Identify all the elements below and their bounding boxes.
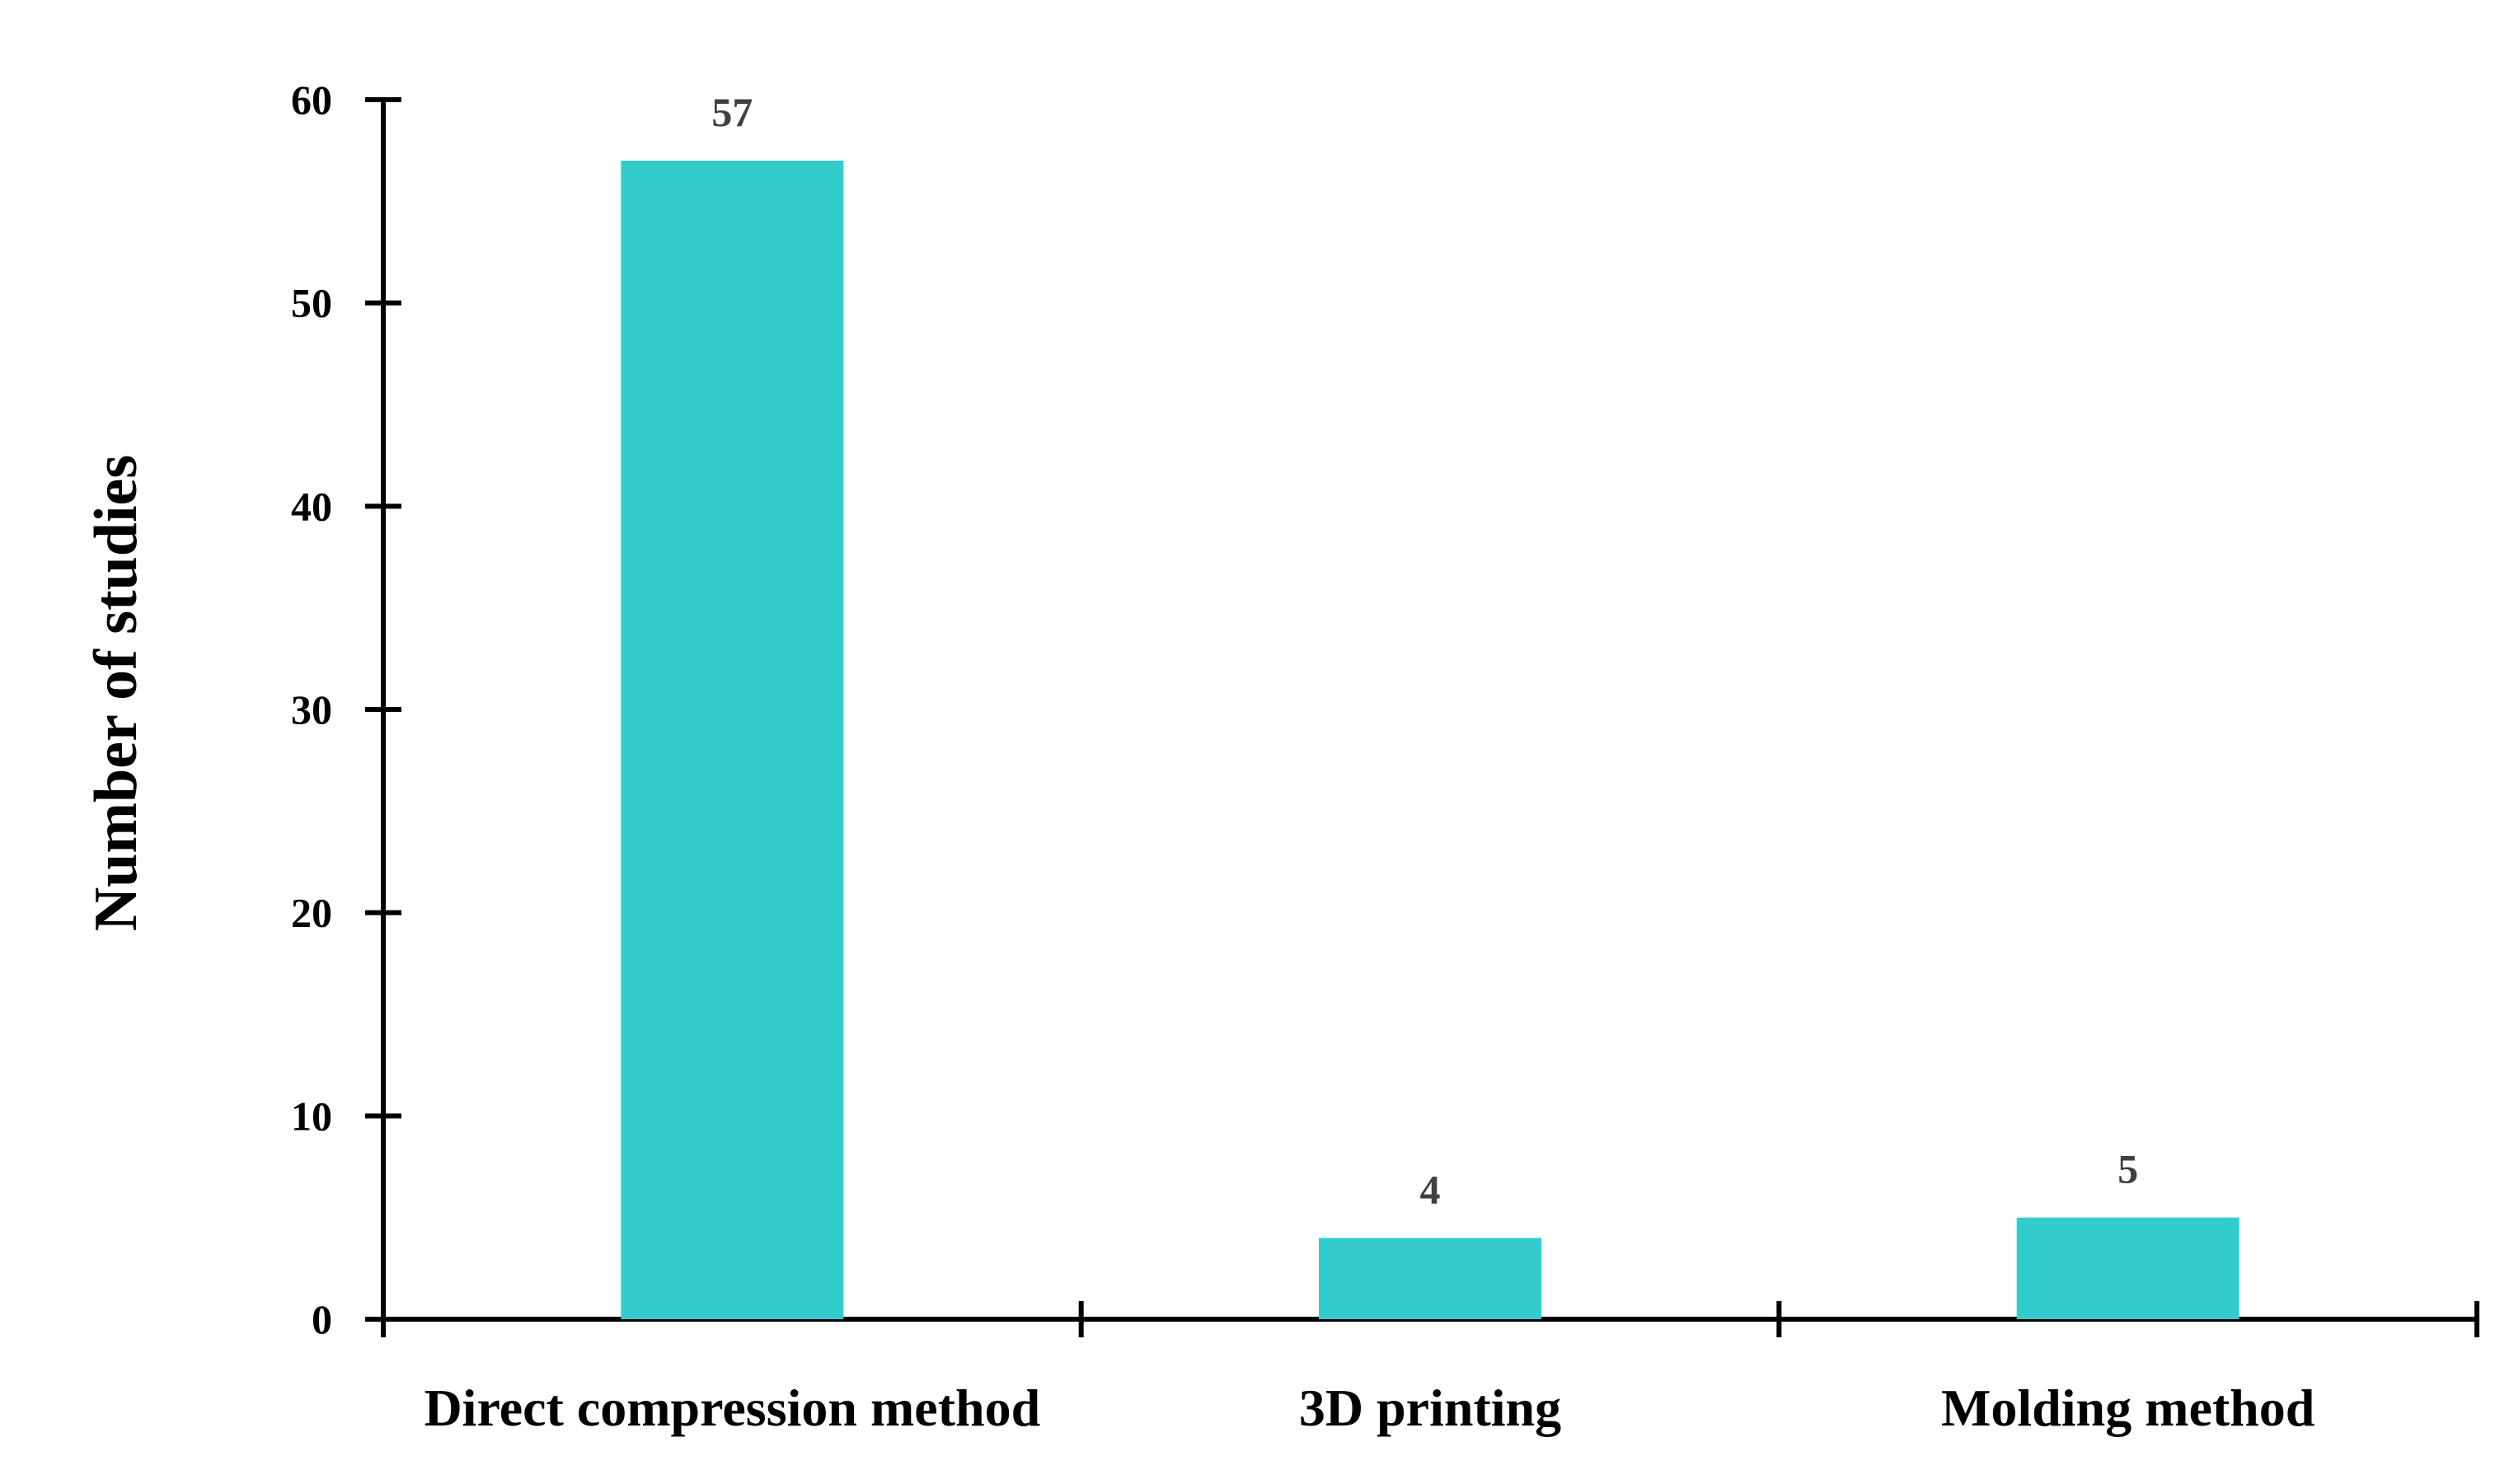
bar <box>2016 1217 2240 1319</box>
x-category-label: Direct compression method <box>424 1379 1040 1437</box>
bars <box>621 161 2240 1319</box>
y-tick-label: 30 <box>291 686 332 733</box>
y-axis-title: Number of studies <box>82 455 150 931</box>
bar <box>1319 1238 1541 1319</box>
bar <box>621 161 844 1319</box>
category-labels: Direct compression method 3D printing Mold… <box>424 1379 2315 1437</box>
y-axis: 0 10 20 30 40 50 60 <box>291 77 401 1342</box>
y-tick-label: 50 <box>291 280 332 326</box>
y-tick-label: 0 <box>312 1296 332 1342</box>
x-category-label: 3D printing <box>1299 1379 1561 1437</box>
y-tick-label: 10 <box>291 1093 332 1139</box>
bar-data-label: 4 <box>1420 1166 1441 1212</box>
bar-data-label: 57 <box>711 89 753 135</box>
y-tick-label: 60 <box>291 77 332 123</box>
y-tick-label: 40 <box>291 483 332 529</box>
data-labels: 57 4 5 <box>711 89 2138 1212</box>
y-tick-label: 20 <box>291 890 332 936</box>
bar-data-label: 5 <box>2118 1146 2138 1192</box>
x-category-label: Molding method <box>1941 1379 2315 1437</box>
